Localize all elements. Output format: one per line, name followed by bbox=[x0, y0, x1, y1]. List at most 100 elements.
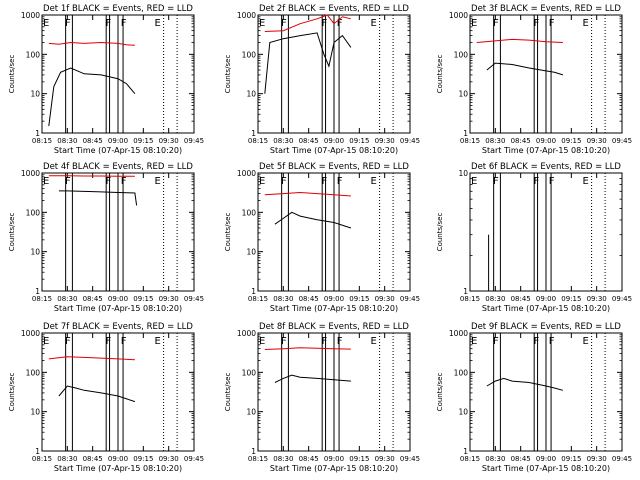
flare-marker-label: F bbox=[65, 176, 71, 187]
lld-series-line bbox=[264, 347, 351, 350]
x-tick-label: 09:00 bbox=[324, 455, 344, 463]
flare-marker-label: F bbox=[321, 176, 327, 187]
flare-marker-label: F bbox=[493, 176, 499, 187]
flare-marker-label: E bbox=[370, 176, 376, 187]
flare-marker-label: F bbox=[533, 18, 539, 29]
panel-title: Det 7f BLACK = Events, RED = LLD bbox=[43, 322, 193, 332]
y-tick-label: 10 bbox=[30, 408, 40, 417]
x-tick-label: 09:45 bbox=[184, 295, 204, 303]
y-axis-label: Counts/sec bbox=[224, 373, 232, 412]
flare-marker-label: F bbox=[337, 18, 343, 29]
x-tick-label: 09:00 bbox=[536, 455, 556, 463]
events-series-line bbox=[486, 62, 564, 76]
flare-marker-label: F bbox=[105, 336, 111, 347]
flare-marker-label: E bbox=[43, 176, 49, 187]
y-tick-label: 1 bbox=[251, 447, 256, 456]
x-tick-label: 09:00 bbox=[324, 137, 344, 145]
x-tick-label: 09:15 bbox=[561, 137, 581, 145]
y-tick-label: 100 bbox=[242, 368, 257, 377]
x-tick-label: 08:15 bbox=[460, 295, 480, 303]
x-tick-label: 09:15 bbox=[133, 455, 153, 463]
x-tick-label: 08:15 bbox=[32, 295, 52, 303]
x-tick-label: 09:00 bbox=[324, 295, 344, 303]
events-series-line bbox=[48, 67, 136, 127]
y-tick-label: 10 bbox=[246, 90, 256, 99]
events-series-line bbox=[486, 377, 564, 391]
x-tick-label: 08:15 bbox=[248, 295, 268, 303]
x-tick-label: 08:30 bbox=[273, 295, 293, 303]
detector-panel-9: Det 9f BLACK = Events, RED = LLD 1 10 100 10… bbox=[436, 322, 632, 473]
x-tick-label: 08:15 bbox=[460, 455, 480, 463]
y-axis-label: Counts/sec bbox=[436, 55, 444, 94]
flare-marker-label: E bbox=[471, 336, 477, 347]
y-tick-label: 10 bbox=[458, 169, 468, 178]
y-tick-label: 1 bbox=[35, 129, 40, 138]
flare-marker-label: F bbox=[337, 176, 343, 187]
y-tick-label: 100 bbox=[26, 368, 41, 377]
y-tick-label: 1000 bbox=[21, 11, 40, 20]
flare-marker-label: F bbox=[321, 336, 327, 347]
y-tick-label: 100 bbox=[26, 208, 41, 217]
y-tick-label: 1000 bbox=[237, 11, 256, 20]
flare-marker-label: E bbox=[154, 336, 160, 347]
x-axis-label: Start Time (07-Apr-15 08:10:20) bbox=[54, 464, 182, 473]
flare-marker-label: F bbox=[105, 176, 111, 187]
y-axis-label: Counts/sec bbox=[8, 213, 16, 252]
x-tick-label: 08:15 bbox=[460, 137, 480, 145]
x-tick-label: 09:45 bbox=[612, 455, 632, 463]
x-tick-label: 09:30 bbox=[375, 295, 395, 303]
x-tick-label: 09:45 bbox=[184, 137, 204, 145]
x-axis-label: Start Time (07-Apr-15 08:10:20) bbox=[270, 304, 398, 313]
x-tick-label: 09:15 bbox=[133, 295, 153, 303]
x-tick-label: 09:30 bbox=[587, 137, 607, 145]
panel-title: Det 4f BLACK = Events, RED = LLD bbox=[43, 162, 193, 172]
x-axis-label: Start Time (07-Apr-15 08:10:20) bbox=[482, 464, 610, 473]
y-tick-label: 1 bbox=[463, 287, 468, 296]
panel-title: Det 6f BLACK = Events, RED = LLD bbox=[471, 162, 621, 172]
detector-panel-7: Det 7f BLACK = Events, RED = LLD 1 10 100 10… bbox=[8, 322, 204, 473]
y-tick-label: 100 bbox=[242, 50, 257, 59]
y-tick-label: 10 bbox=[458, 90, 468, 99]
y-tick-label: 10 bbox=[246, 248, 256, 257]
events-series-line bbox=[58, 385, 136, 403]
detector-panel-2: Det 2f BLACK = Events, RED = LLD 1 10 100 10… bbox=[224, 4, 420, 155]
y-tick-label: 10 bbox=[30, 248, 40, 257]
x-tick-label: 09:15 bbox=[133, 137, 153, 145]
x-axis-label: Start Time (07-Apr-15 08:10:20) bbox=[482, 304, 610, 313]
lld-series-line bbox=[48, 356, 135, 361]
detector-panel-4: Det 4f BLACK = Events, RED = LLD 1 10 100 10… bbox=[8, 162, 204, 313]
x-tick-label: 09:45 bbox=[612, 137, 632, 145]
detector-panel-5: Det 5f BLACK = Events, RED = LLD 1 10 100 10… bbox=[224, 162, 420, 313]
x-tick-label: 09:15 bbox=[561, 295, 581, 303]
lld-series-line bbox=[264, 191, 351, 197]
flare-marker-label: F bbox=[105, 18, 111, 29]
flare-marker-label: F bbox=[549, 18, 555, 29]
flare-marker-label: E bbox=[259, 18, 265, 29]
detector-panel-3: Det 3f BLACK = Events, RED = LLD 1 10 100 10… bbox=[436, 4, 632, 155]
y-tick-label: 1 bbox=[35, 287, 40, 296]
flare-marker-label: F bbox=[121, 18, 127, 29]
y-tick-label: 1 bbox=[463, 447, 468, 456]
x-tick-label: 08:30 bbox=[485, 455, 505, 463]
lld-series-line bbox=[264, 14, 352, 32]
y-tick-label: 10 bbox=[246, 408, 256, 417]
x-tick-label: 08:15 bbox=[248, 455, 268, 463]
x-tick-label: 09:45 bbox=[612, 295, 632, 303]
x-tick-label: 08:45 bbox=[511, 455, 531, 463]
y-axis-label: Counts/sec bbox=[224, 213, 232, 252]
y-tick-label: 10 bbox=[30, 90, 40, 99]
x-tick-label: 09:30 bbox=[159, 295, 179, 303]
x-tick-label: 08:15 bbox=[32, 137, 52, 145]
y-tick-label: 100 bbox=[242, 208, 257, 217]
x-tick-label: 09:45 bbox=[400, 295, 420, 303]
panel-title: Det 9f BLACK = Events, RED = LLD bbox=[471, 322, 621, 332]
flare-marker-label: E bbox=[259, 336, 265, 347]
flare-marker-label: F bbox=[121, 176, 127, 187]
x-tick-label: 09:15 bbox=[349, 455, 369, 463]
y-tick-label: 1000 bbox=[449, 11, 468, 20]
y-tick-label: 1 bbox=[251, 129, 256, 138]
y-tick-label: 1 bbox=[251, 287, 256, 296]
y-tick-label: 1 bbox=[35, 447, 40, 456]
x-tick-label: 08:45 bbox=[299, 137, 319, 145]
y-tick-label: 100 bbox=[454, 368, 469, 377]
